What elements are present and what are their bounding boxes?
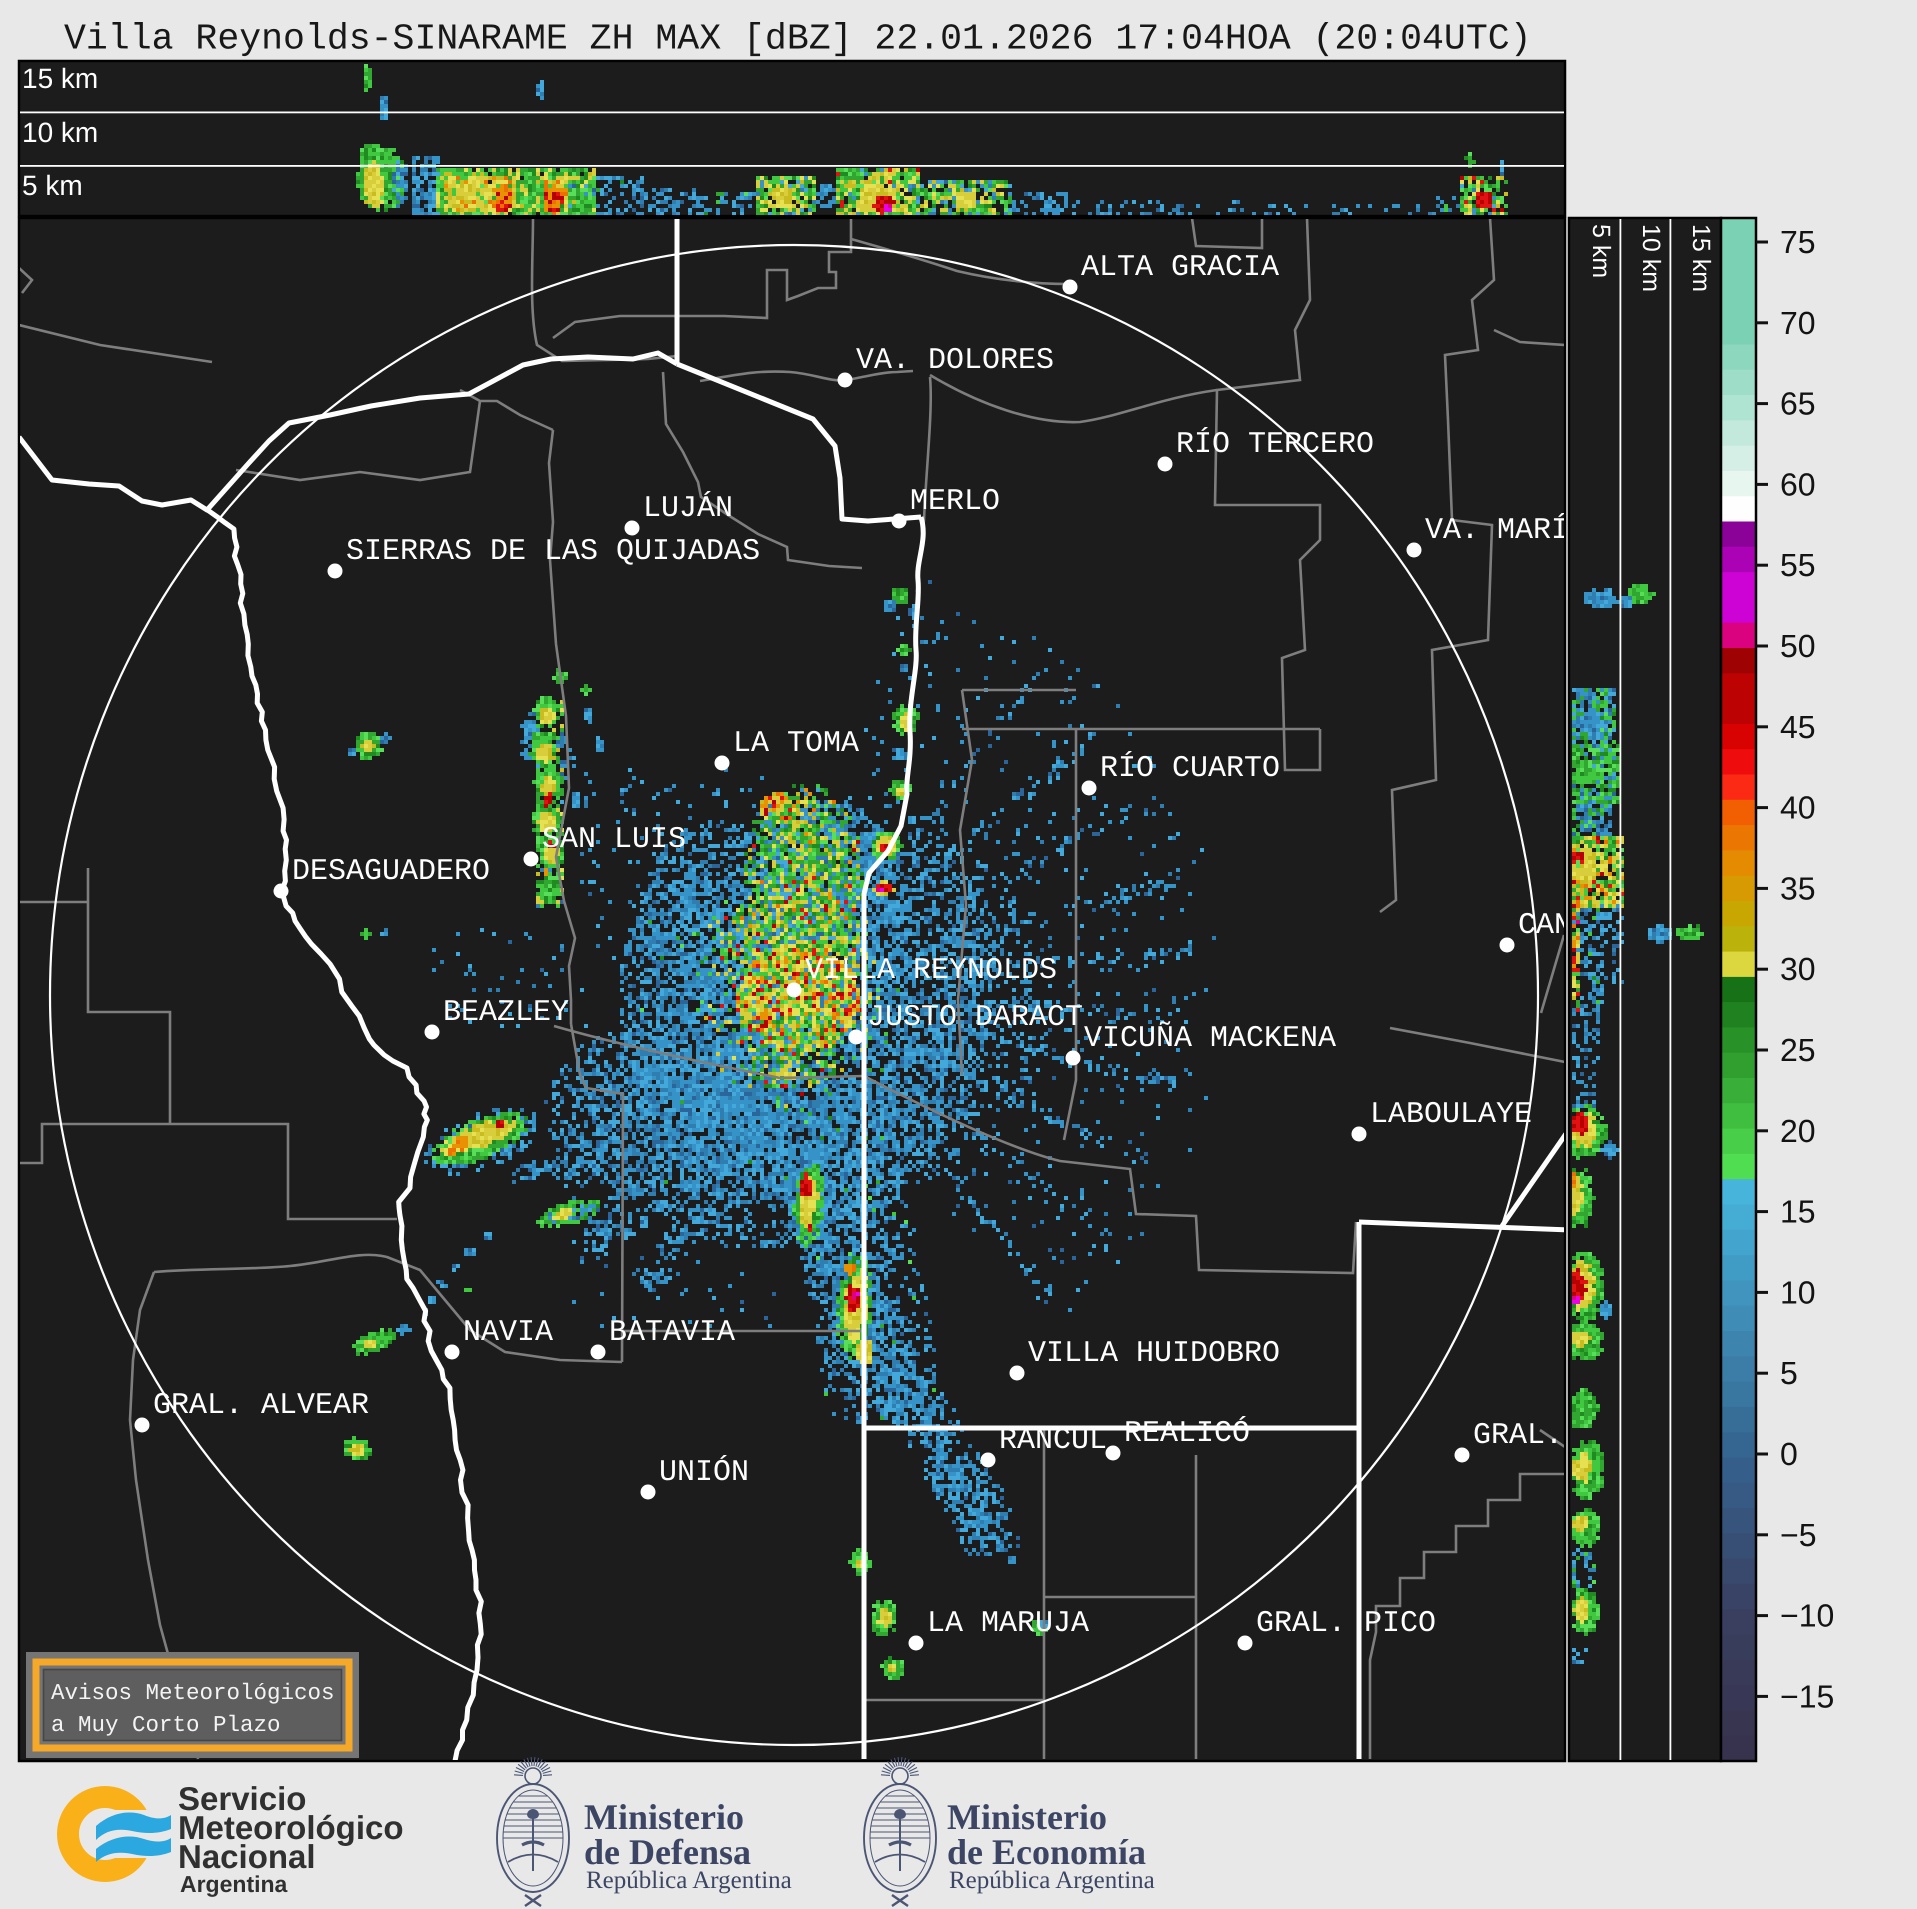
svg-text:15 km: 15 km	[1687, 224, 1715, 292]
svg-text:DESAGUADERO: DESAGUADERO	[292, 855, 490, 889]
svg-text:VA. DOLORES: VA. DOLORES	[856, 344, 1054, 378]
svg-text:10: 10	[1780, 1274, 1816, 1310]
svg-text:5 km: 5 km	[22, 170, 83, 201]
svg-text:65: 65	[1780, 386, 1816, 422]
svg-text:20: 20	[1780, 1113, 1816, 1149]
svg-text:60: 60	[1780, 466, 1816, 502]
svg-text:RÍO TERCERO: RÍO TERCERO	[1176, 427, 1374, 462]
svg-text:Ministerio: Ministerio	[947, 1797, 1107, 1837]
svg-text:25: 25	[1780, 1032, 1816, 1068]
svg-text:Ministerio: Ministerio	[584, 1797, 744, 1837]
svg-text:70: 70	[1780, 305, 1816, 341]
svg-text:SAN LUIS: SAN LUIS	[542, 823, 686, 857]
svg-text:−10: −10	[1780, 1598, 1834, 1634]
svg-text:GRAL. VILLEGAS: GRAL. VILLEGAS	[1473, 1419, 1725, 1453]
svg-text:10 km: 10 km	[1637, 224, 1665, 292]
svg-text:Villa Reynolds-SINARAME ZH MAX: Villa Reynolds-SINARAME ZH MAX [dBZ] 22.…	[64, 19, 1532, 60]
svg-text:VILLA HUIDOBRO: VILLA HUIDOBRO	[1028, 1337, 1280, 1371]
svg-text:BEAZLEY: BEAZLEY	[443, 996, 569, 1030]
svg-text:75: 75	[1780, 224, 1816, 260]
svg-text:45: 45	[1780, 709, 1816, 745]
svg-text:LA TOMA: LA TOMA	[733, 727, 859, 761]
svg-text:55: 55	[1780, 547, 1816, 583]
svg-text:Meteorológico: Meteorológico	[178, 1809, 404, 1846]
svg-text:de Defensa: de Defensa	[584, 1832, 751, 1872]
svg-text:LA MARUJA: LA MARUJA	[927, 1607, 1089, 1641]
svg-text:15: 15	[1780, 1194, 1816, 1230]
svg-text:GRAL. ALVEAR: GRAL. ALVEAR	[153, 1389, 369, 1423]
svg-text:−15: −15	[1780, 1678, 1834, 1714]
svg-text:10 km: 10 km	[22, 117, 98, 148]
svg-text:50: 50	[1780, 628, 1816, 664]
svg-text:NAVIA: NAVIA	[463, 1316, 553, 1350]
svg-text:ALTA GRACIA: ALTA GRACIA	[1081, 251, 1279, 285]
svg-text:CANALS: CANALS	[1518, 909, 1626, 943]
svg-text:MERLO: MERLO	[910, 485, 1000, 519]
svg-text:VICUÑA MACKENA: VICUÑA MACKENA	[1084, 1021, 1336, 1056]
svg-text:RANCUL: RANCUL	[999, 1424, 1107, 1458]
svg-text:REALICÓ: REALICÓ	[1124, 1416, 1250, 1451]
svg-text:República Argentina: República Argentina	[586, 1867, 792, 1894]
svg-text:Argentina: Argentina	[180, 1871, 288, 1897]
svg-text:LUJÁN: LUJÁN	[643, 491, 733, 526]
svg-text:VA. MARÍA: VA. MARÍA	[1425, 513, 1587, 548]
svg-text:Nacional: Nacional	[178, 1838, 316, 1875]
svg-text:República Argentina: República Argentina	[949, 1867, 1155, 1894]
svg-text:BATAVIA: BATAVIA	[609, 1316, 735, 1350]
svg-text:35: 35	[1780, 870, 1816, 906]
svg-text:UNIÓN: UNIÓN	[659, 1455, 749, 1490]
svg-text:5: 5	[1780, 1355, 1798, 1391]
svg-text:40: 40	[1780, 790, 1816, 826]
svg-text:a Muy Corto Plazo: a Muy Corto Plazo	[51, 1712, 281, 1738]
svg-text:SIERRAS DE LAS QUIJADAS: SIERRAS DE LAS QUIJADAS	[346, 535, 760, 569]
svg-text:RÍO CUARTO: RÍO CUARTO	[1100, 751, 1280, 786]
svg-text:5 km: 5 km	[1587, 224, 1615, 278]
svg-text:GRAL. PICO: GRAL. PICO	[1256, 1607, 1436, 1641]
svg-text:15 km: 15 km	[22, 63, 98, 94]
svg-text:LABOULAYE: LABOULAYE	[1370, 1098, 1532, 1132]
svg-text:VILLA REYNOLDS: VILLA REYNOLDS	[805, 954, 1057, 988]
svg-text:0: 0	[1780, 1436, 1798, 1472]
svg-text:Avisos Meteorológicos: Avisos Meteorológicos	[51, 1680, 335, 1706]
svg-text:30: 30	[1780, 951, 1816, 987]
svg-text:−5: −5	[1780, 1517, 1816, 1553]
svg-text:JUSTO DARACT: JUSTO DARACT	[867, 1001, 1083, 1035]
svg-text:Servicio: Servicio	[178, 1780, 306, 1817]
svg-text:de Economía: de Economía	[947, 1832, 1146, 1872]
